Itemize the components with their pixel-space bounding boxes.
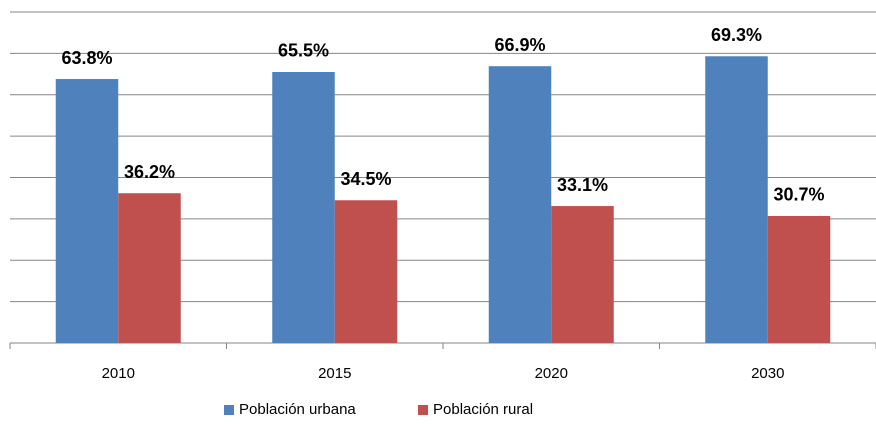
bar — [705, 56, 768, 344]
bar — [118, 193, 181, 343]
bar — [55, 79, 119, 343]
value-label: 33.1% — [557, 175, 608, 195]
legend-label: Población rural — [433, 401, 533, 418]
value-label: 36.2% — [124, 162, 175, 182]
x-tick-label: 2030 — [751, 365, 784, 382]
bar — [767, 215, 831, 343]
value-label: 69.3% — [711, 25, 762, 45]
value-label: 30.7% — [773, 185, 824, 205]
value-label: 63.8% — [61, 48, 112, 68]
legend-swatch — [418, 405, 428, 415]
legend-swatch — [224, 405, 234, 415]
value-label: 66.9% — [494, 35, 545, 55]
value-label: 65.5% — [278, 41, 329, 61]
bar — [488, 66, 552, 344]
x-tick-label: 2015 — [318, 365, 351, 382]
x-tick-label: 2020 — [535, 365, 568, 382]
legend-label: Población urbana — [239, 401, 356, 418]
x-tick-label: 2010 — [102, 365, 135, 382]
bar — [551, 206, 614, 343]
value-label: 34.5% — [340, 169, 391, 189]
bar — [334, 200, 398, 343]
bar — [272, 71, 335, 344]
